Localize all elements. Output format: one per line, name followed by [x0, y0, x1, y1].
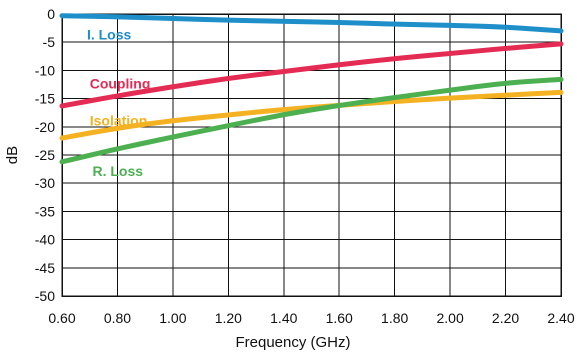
y-tick-label: -20 [35, 119, 55, 135]
tick-labels: 0.60 0.80 1.00 1.20 1.40 1.60 1.80 2.00 2.20 2.40… [35, 6, 575, 326]
x-tick-label: 1.60 [326, 310, 353, 326]
y-tick-label: -30 [35, 175, 55, 191]
y-tick-label: -45 [35, 260, 55, 276]
y-tick-label: 0 [47, 6, 55, 22]
y-tick-label: -40 [35, 232, 55, 248]
series-label-i-loss: I. Loss [87, 26, 132, 42]
x-tick-label: 1.40 [270, 310, 297, 326]
x-tick-label: 2.20 [492, 310, 519, 326]
x-tick-label: 2.40 [547, 310, 574, 326]
series-label-coupling: Coupling [90, 75, 151, 91]
x-tick-label: 1.80 [381, 310, 408, 326]
y-tick-label: -35 [35, 203, 55, 219]
series-labels: I. Loss Coupling Isolation R. Loss [87, 26, 150, 178]
y-axis-label: dB [4, 146, 21, 164]
series-label-isolation: Isolation [90, 113, 148, 129]
series-line-i-loss [59, 13, 564, 34]
x-tick-label: 1.00 [159, 310, 186, 326]
x-tick-label: 0.80 [104, 310, 131, 326]
y-tick-label: -5 [43, 34, 56, 50]
y-tick-label: -50 [35, 288, 55, 304]
plot-frame [61, 13, 562, 297]
series-line-coupling [59, 41, 564, 109]
y-tick-label: -15 [35, 91, 55, 107]
x-tick-label: 2.00 [436, 310, 463, 326]
y-tick-label: -10 [35, 62, 55, 78]
x-tick-label: 1.20 [215, 310, 242, 326]
y-tick-label: -25 [35, 147, 55, 163]
series-line-r-loss [59, 76, 564, 165]
x-tick-label: 0.60 [48, 310, 75, 326]
series-label-r-loss: R. Loss [92, 163, 143, 179]
series-lines [59, 13, 564, 165]
x-axis-label: Frequency (GHz) [235, 334, 350, 351]
series-line-isolation [59, 89, 564, 141]
